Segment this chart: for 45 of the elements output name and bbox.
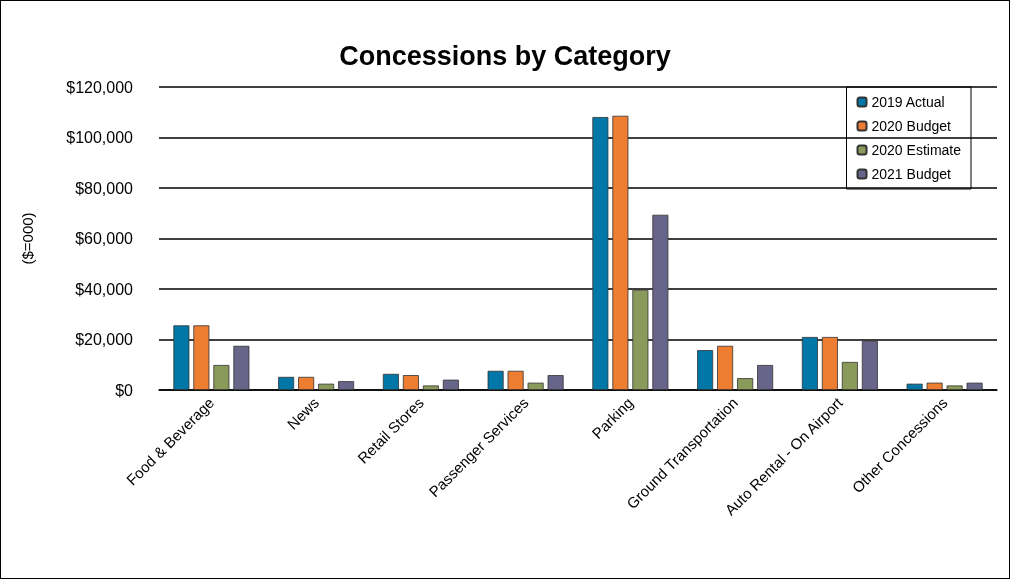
bar <box>737 378 754 390</box>
y-tick-label: $100,000 <box>66 129 134 146</box>
bar <box>233 345 250 390</box>
bar <box>547 375 564 390</box>
legend-label: 2021 Budget <box>871 166 952 182</box>
bar <box>966 382 983 390</box>
bar <box>487 370 504 390</box>
chart-title: Concessions by Category <box>339 40 671 71</box>
y-axis-title: ($=000) <box>19 212 36 265</box>
bar <box>612 115 629 390</box>
bar <box>821 336 838 390</box>
legend-label: 2019 Actual <box>871 94 945 110</box>
bar <box>173 325 190 390</box>
bar <box>926 382 943 390</box>
y-tick-label: $120,000 <box>66 78 134 96</box>
legend-label: 2020 Estimate <box>871 142 962 158</box>
bar <box>382 373 399 390</box>
bar <box>318 383 335 390</box>
bar <box>507 370 524 390</box>
bar <box>632 289 649 390</box>
bar <box>213 365 230 390</box>
y-tick-label: $20,000 <box>75 331 134 348</box>
bar <box>697 350 714 390</box>
bar <box>841 361 858 390</box>
bar <box>338 381 355 390</box>
y-tick-label: $0 <box>115 381 134 399</box>
bar <box>422 385 439 390</box>
bar <box>717 345 734 390</box>
bar <box>757 365 774 390</box>
bar <box>278 376 295 390</box>
bar <box>652 214 669 390</box>
legend-label: 2020 Budget <box>871 118 952 134</box>
bar <box>946 385 963 390</box>
bar <box>402 375 419 390</box>
bar <box>906 383 923 390</box>
bar <box>298 376 315 390</box>
bar <box>592 117 609 390</box>
bar <box>193 325 210 390</box>
bar <box>861 340 878 390</box>
y-tick-label: $60,000 <box>75 230 134 247</box>
y-tick-label: $40,000 <box>75 280 134 298</box>
bar <box>801 336 818 390</box>
y-tick-label: $80,000 <box>75 179 134 197</box>
bar <box>442 379 459 390</box>
bar <box>527 382 544 390</box>
